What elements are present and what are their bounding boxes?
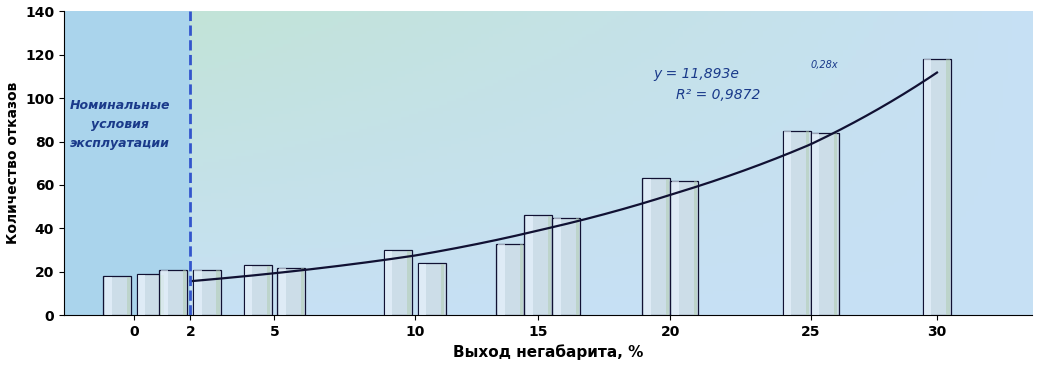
Bar [245, 266, 252, 315]
Bar [525, 216, 532, 315]
Bar [105, 277, 112, 315]
Bar [644, 179, 651, 315]
Bar [784, 131, 791, 315]
Bar [160, 270, 188, 315]
Bar [524, 216, 552, 315]
Bar [554, 218, 561, 315]
Bar [672, 181, 679, 315]
Bar [385, 251, 392, 315]
Bar [576, 218, 579, 315]
Bar [267, 266, 270, 315]
Bar [665, 179, 668, 315]
Bar [183, 270, 186, 315]
Bar [548, 216, 551, 315]
Bar [923, 59, 951, 315]
Bar [441, 264, 444, 315]
Bar [64, 11, 190, 315]
Bar [301, 268, 304, 315]
Bar [103, 276, 132, 315]
Bar [160, 274, 164, 315]
Y-axis label: Количество отказов: Количество отказов [5, 82, 20, 244]
Bar [137, 274, 165, 315]
Bar [277, 268, 305, 315]
Bar [127, 277, 130, 315]
Bar [925, 59, 931, 315]
Text: Номинальные
условия
эксплуатации: Номинальные условия эксплуатации [70, 98, 170, 150]
Bar [834, 133, 838, 315]
Bar [419, 264, 426, 315]
Bar [279, 268, 285, 315]
Text: y = 11,893e: y = 11,893e [654, 67, 739, 81]
Bar [783, 131, 811, 315]
Text: R² = 0,9872: R² = 0,9872 [676, 88, 760, 102]
Bar [244, 265, 272, 315]
Bar [138, 274, 145, 315]
Bar [496, 244, 524, 315]
Bar [161, 270, 168, 315]
Bar [384, 250, 412, 315]
Bar [811, 133, 839, 315]
Bar [417, 263, 445, 315]
Text: 0,28x: 0,28x [811, 60, 839, 70]
Bar [812, 133, 819, 315]
Bar [194, 270, 201, 315]
Bar [947, 59, 950, 315]
Bar [407, 251, 411, 315]
Bar [671, 181, 699, 315]
Bar [193, 270, 221, 315]
X-axis label: Выход негабарита, %: Выход негабарита, % [453, 345, 644, 361]
Bar [643, 179, 671, 315]
Bar [520, 244, 523, 315]
Bar [216, 270, 220, 315]
Bar [805, 131, 810, 315]
Bar [497, 244, 504, 315]
Bar [552, 218, 580, 315]
Bar [693, 181, 696, 315]
